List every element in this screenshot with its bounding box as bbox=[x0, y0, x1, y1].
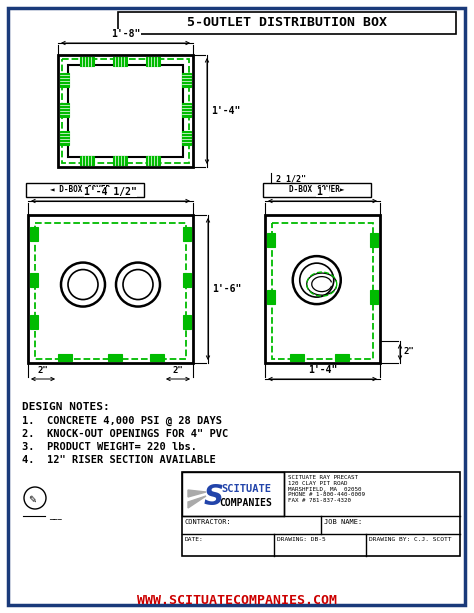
Bar bbox=[370, 290, 378, 304]
Bar bbox=[183, 273, 191, 287]
Text: 5-OUTLET DISTRIBUTION BOX: 5-OUTLET DISTRIBUTION BOX bbox=[187, 17, 387, 29]
Text: SCITUATE: SCITUATE bbox=[221, 484, 271, 494]
Bar bbox=[146, 156, 160, 165]
Bar bbox=[265, 215, 380, 363]
Bar bbox=[30, 315, 38, 329]
Bar bbox=[35, 223, 186, 359]
Text: 1'-8": 1'-8" bbox=[111, 29, 140, 39]
Text: DRAWING: DB-5: DRAWING: DB-5 bbox=[277, 537, 326, 542]
Bar bbox=[146, 57, 160, 66]
Bar bbox=[30, 273, 38, 287]
Bar bbox=[58, 354, 72, 361]
Bar bbox=[272, 223, 373, 359]
Text: DRAWING BY: C.J. SCOTT: DRAWING BY: C.J. SCOTT bbox=[369, 537, 452, 542]
Text: 4.  12" RISER SECTION AVAILABLE: 4. 12" RISER SECTION AVAILABLE bbox=[22, 455, 216, 465]
Text: CONTRACTOR:: CONTRACTOR: bbox=[185, 519, 232, 525]
Bar bbox=[60, 131, 69, 145]
Text: 2 1/2": 2 1/2" bbox=[276, 175, 306, 184]
Text: DESIGN NOTES:: DESIGN NOTES: bbox=[22, 402, 110, 412]
Text: ◄ D-BOX COVER ►: ◄ D-BOX COVER ► bbox=[50, 186, 120, 194]
Circle shape bbox=[68, 270, 98, 300]
Text: WWW.SCITUATECOMPANIES.COM: WWW.SCITUATECOMPANIES.COM bbox=[137, 595, 337, 607]
Bar bbox=[182, 103, 191, 117]
Polygon shape bbox=[188, 490, 206, 497]
Text: 2": 2" bbox=[404, 348, 415, 357]
Text: 2.  KNOCK-OUT OPENINGS FOR 4" PVC: 2. KNOCK-OUT OPENINGS FOR 4" PVC bbox=[22, 429, 228, 439]
Bar bbox=[290, 354, 304, 361]
Bar bbox=[182, 472, 460, 556]
Text: D-BOX COVER►: D-BOX COVER► bbox=[289, 186, 345, 194]
Circle shape bbox=[293, 256, 341, 304]
Bar bbox=[150, 354, 164, 361]
Bar bbox=[118, 12, 456, 34]
Circle shape bbox=[123, 270, 153, 300]
Bar bbox=[267, 290, 275, 304]
Text: COMPANIES: COMPANIES bbox=[219, 498, 273, 508]
Circle shape bbox=[300, 263, 334, 297]
Bar bbox=[28, 215, 193, 363]
Bar bbox=[26, 183, 144, 197]
Text: 1'-4": 1'-4" bbox=[211, 106, 240, 116]
Circle shape bbox=[116, 262, 160, 306]
Text: 1.  CONCRETE 4,000 PSI @ 28 DAYS: 1. CONCRETE 4,000 PSI @ 28 DAYS bbox=[22, 416, 222, 426]
Bar bbox=[62, 59, 189, 163]
Bar bbox=[60, 103, 69, 117]
Bar bbox=[113, 57, 127, 66]
Polygon shape bbox=[188, 496, 206, 508]
Text: DATE:: DATE: bbox=[185, 537, 204, 542]
Text: 2": 2" bbox=[37, 366, 48, 375]
Text: 1'-4": 1'-4" bbox=[308, 365, 337, 375]
Text: SCITUATE RAY PRECAST
120 CLAY PIT ROAD
MARSHFIELD, MA  02050
PHONE # 1-800-440-0: SCITUATE RAY PRECAST 120 CLAY PIT ROAD M… bbox=[288, 475, 365, 503]
Bar bbox=[80, 57, 94, 66]
Bar bbox=[370, 233, 378, 247]
Bar bbox=[267, 233, 275, 247]
Bar bbox=[263, 183, 371, 197]
Text: S: S bbox=[204, 483, 224, 511]
Text: 1'-6": 1'-6" bbox=[212, 284, 241, 294]
Text: JOB NAME:: JOB NAME: bbox=[324, 519, 362, 525]
Bar bbox=[80, 156, 94, 165]
Bar bbox=[183, 315, 191, 329]
Bar bbox=[60, 73, 69, 87]
Bar bbox=[58, 55, 193, 167]
Text: 1'-4 1/2": 1'-4 1/2" bbox=[84, 187, 137, 197]
Text: ___: ___ bbox=[49, 511, 62, 520]
Bar bbox=[113, 156, 127, 165]
Text: 1': 1' bbox=[317, 187, 328, 197]
Bar bbox=[108, 354, 122, 361]
Bar bbox=[182, 73, 191, 87]
Text: 2": 2" bbox=[173, 366, 183, 375]
Bar bbox=[335, 354, 349, 361]
Circle shape bbox=[61, 262, 105, 306]
Bar bbox=[183, 227, 191, 241]
Bar bbox=[30, 227, 38, 241]
Bar bbox=[68, 65, 183, 157]
Bar bbox=[182, 131, 191, 145]
Text: 3.  PRODUCT WEIGHT= 220 lbs.: 3. PRODUCT WEIGHT= 220 lbs. bbox=[22, 442, 197, 452]
Bar bbox=[182, 472, 284, 516]
Text: ✎: ✎ bbox=[28, 495, 36, 505]
